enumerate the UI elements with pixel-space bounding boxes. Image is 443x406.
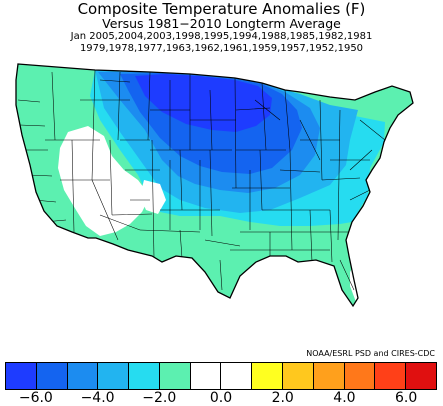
scale-tick-label: −6.0 [18, 390, 53, 406]
scale-tick-label: −4.0 [80, 390, 115, 406]
scale-tick-label: 6.0 [395, 390, 418, 406]
color-swatch [405, 362, 437, 390]
color-swatch [128, 362, 159, 390]
us-anomaly-map [15, 63, 414, 308]
color-swatch [251, 362, 283, 390]
scale-tick-label: 0.0 [209, 390, 233, 406]
color-swatch [220, 362, 252, 390]
scale-tick-label: 2.0 [271, 390, 294, 406]
scale-tick-label: −2.0 [142, 390, 177, 406]
color-swatch [97, 362, 129, 390]
map-title: Composite Temperature Anomalies (F) [77, 0, 366, 18]
color-swatch [66, 362, 98, 390]
us-outline [15, 63, 414, 308]
color-swatch [158, 362, 190, 390]
map-subtitle: Versus 1981−2010 Longterm Average [102, 16, 341, 31]
color-swatch [35, 362, 67, 390]
color-swatch [5, 362, 36, 390]
color-scale-bar [5, 362, 437, 390]
composite-years-line-2: 1979,1978,1977,1963,1962,1961,1959,1957,… [79, 43, 364, 54]
color-swatch [312, 362, 344, 390]
color-scale-ticks: −6.0 −4.0 −2.0 0.0 2.0 4.0 6.0 [0, 390, 443, 406]
scale-tick-label: 4.0 [333, 390, 356, 406]
color-swatch [374, 362, 406, 390]
data-source-credit: NOAA/ESRL PSD and CIRES-CDC [306, 349, 435, 358]
color-swatch [343, 362, 375, 390]
composite-years-line-1: Jan 2005,2004,2003,1998,1995,1994,1988,1… [70, 31, 373, 42]
fill-deep-blue [135, 74, 272, 132]
color-swatch [189, 362, 221, 390]
anomaly-fill [16, 64, 413, 306]
fill-white-west [58, 126, 150, 236]
color-swatch [282, 362, 313, 390]
climate-division-lines [17, 69, 386, 291]
